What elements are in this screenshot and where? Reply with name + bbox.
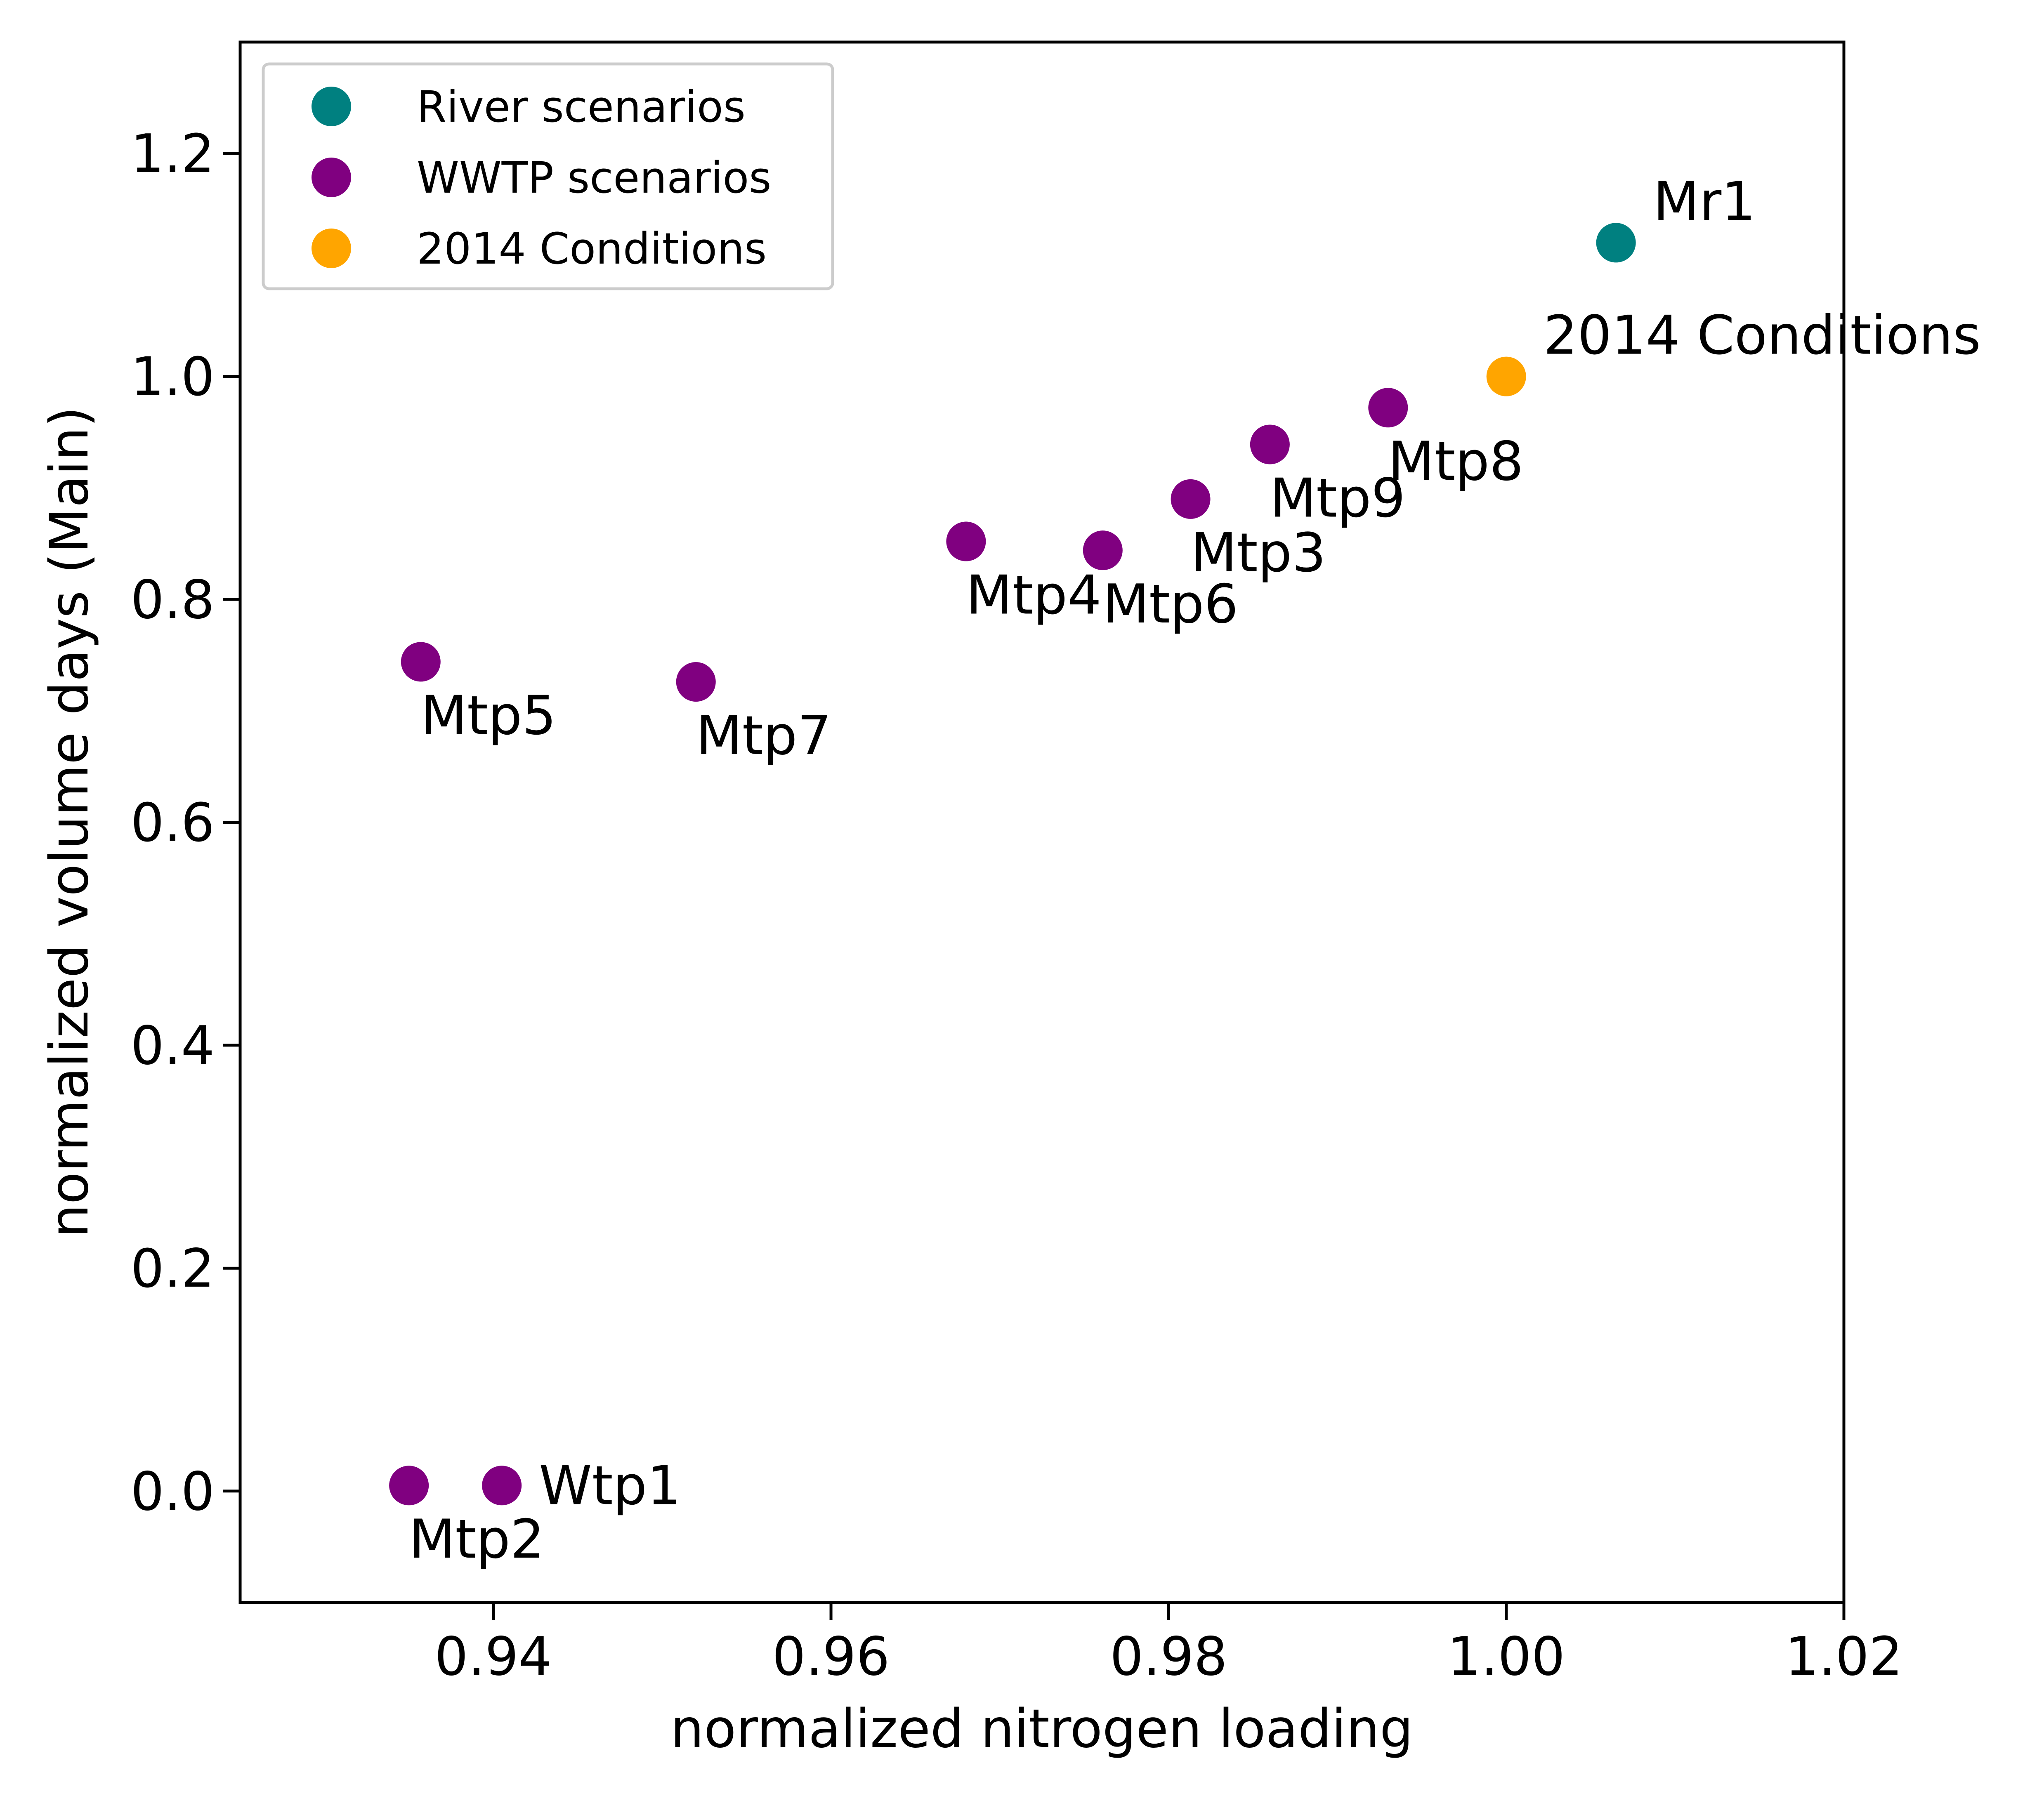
point-label-mtp9: Mtp9 — [1270, 467, 1405, 529]
plot-frame — [238, 40, 1846, 1604]
point-mtp6 — [1083, 530, 1123, 570]
x-tick-label: 0.98 — [1110, 1626, 1227, 1688]
x-tick-label: 0.96 — [772, 1626, 890, 1688]
y-tick-label: 0.0 — [130, 1461, 215, 1523]
legend-box — [262, 62, 834, 290]
point-mtp5 — [401, 642, 441, 682]
point-label-mtp6: Mtp6 — [1103, 573, 1238, 635]
point-mtp7 — [676, 662, 716, 702]
point-wtp1 — [482, 1466, 522, 1506]
y-tick-label: 0.4 — [130, 1015, 215, 1077]
legend-label-river-scenarios: River scenarios — [417, 82, 746, 132]
legend-marker-2014-conditions — [312, 229, 351, 268]
point-label-wtp1: Wtp1 — [539, 1454, 681, 1517]
x-tick-label: 0.94 — [434, 1626, 552, 1688]
point-label-mtp8: Mtp8 — [1388, 430, 1523, 493]
point-2014-conditions — [1486, 356, 1526, 396]
point-label-mtp7: Mtp7 — [696, 704, 831, 767]
marks-layer — [389, 223, 1636, 1506]
x-axis-label: normalized nitrogen loading — [670, 1698, 1413, 1760]
point-label-mtp3: Mtp3 — [1191, 521, 1326, 584]
point-label-2014-conditions: 2014 Conditions — [1544, 304, 1981, 367]
point-mtp9 — [1250, 424, 1290, 464]
point-label-mtp4: Mtp4 — [966, 564, 1101, 627]
legend-marker-wwtp-scenarios — [312, 158, 351, 197]
legend-marker-river-scenarios — [312, 87, 351, 126]
x-tick-label: 1.02 — [1785, 1626, 1903, 1688]
legend: River scenarios WWTP scenarios 2014 Condit… — [262, 62, 834, 290]
point-mtp2 — [389, 1466, 429, 1506]
point-label-mr1: Mr1 — [1653, 170, 1756, 233]
y-tick-label: 0.8 — [130, 569, 215, 631]
y-axis-label: normalized volume days (Main) — [39, 406, 100, 1237]
y-tick-label: 1.0 — [130, 346, 215, 408]
point-mtp8 — [1368, 388, 1408, 428]
point-mtp4 — [946, 521, 986, 561]
legend-label-2014-conditions: 2014 Conditions — [417, 224, 767, 274]
x-tick-label: 1.00 — [1447, 1626, 1565, 1688]
point-mr1 — [1596, 223, 1636, 263]
y-tick-label: 0.6 — [130, 792, 215, 854]
point-label-mtp2: Mtp2 — [409, 1508, 544, 1570]
point-label-mtp5: Mtp5 — [421, 684, 556, 747]
ticks-layer: 0.94 0.96 0.98 1.00 1.02 0.0 0.2 0.4 0.6 0.8 1.0 1.… — [130, 123, 1902, 1688]
y-tick-label: 1.2 — [130, 123, 215, 185]
y-tick-label: 0.2 — [130, 1238, 215, 1299]
legend-label-wwtp-scenarios: WWTP scenarios — [417, 153, 771, 203]
point-mtp3 — [1171, 479, 1211, 519]
